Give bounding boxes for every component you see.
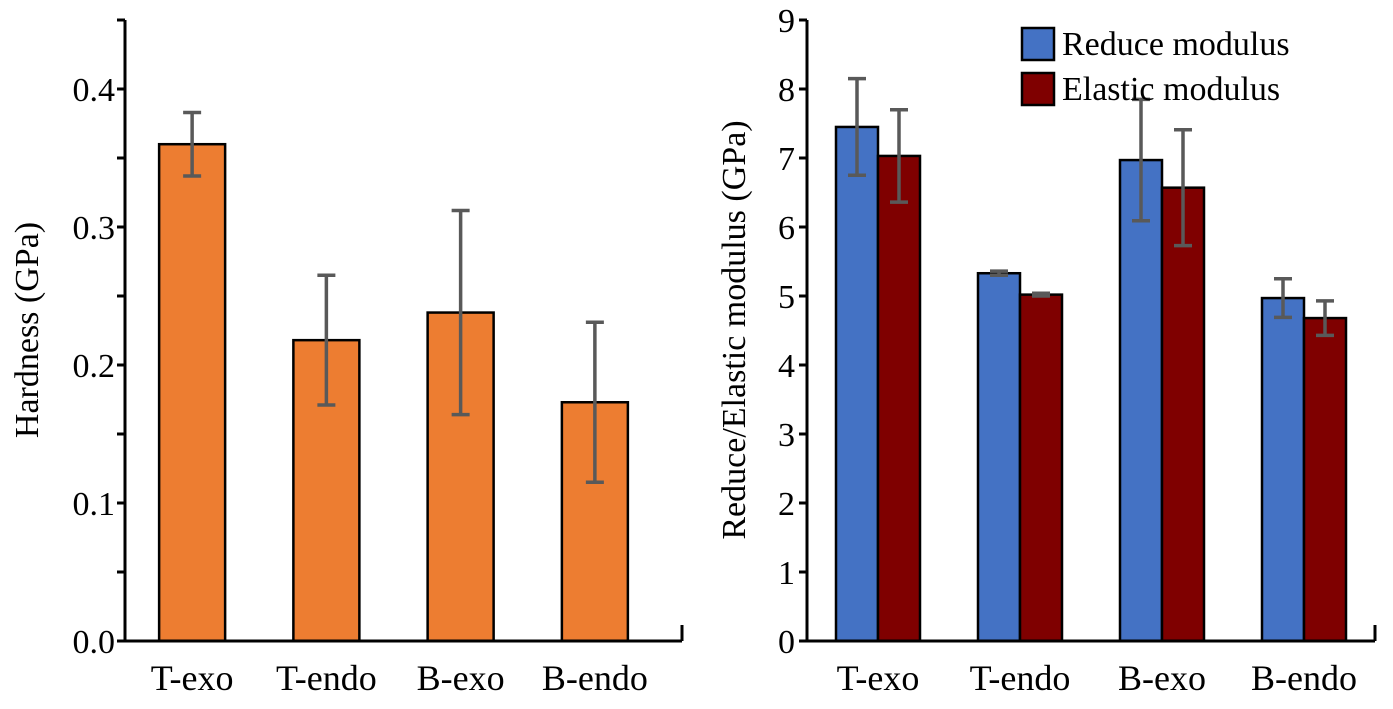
x-tick-label: B-endo (542, 658, 648, 698)
legend-label: Reduce modulus (1062, 26, 1290, 63)
y-tick-label: 8 (778, 72, 795, 109)
y-tick-label: 5 (778, 279, 795, 316)
bar-elastic-modulus-b-endo (1302, 316, 1348, 643)
bar-elastic-modulus-t-endo (1018, 293, 1064, 643)
x-tick-label: T-exo (151, 658, 234, 698)
x-tick-label: B-exo (1118, 658, 1206, 698)
x-tick-label: T-endo (970, 658, 1071, 698)
y-axis-label: Hardness (GPa) (9, 222, 46, 438)
bar-reduce-modulus-t-exo (834, 125, 880, 643)
x-tick-label: T-exo (837, 658, 920, 698)
y-tick-label: 1 (778, 555, 795, 592)
x-tick-label: B-exo (417, 658, 505, 698)
y-tick-label: 0.1 (73, 486, 116, 523)
y-tick-label: 7 (778, 141, 795, 178)
hardness-chart: T-exo T-endo B-exo B-endo 0.0 0.1 0.2 0.3 0.4 Har… (9, 18, 684, 698)
y-tick-label: 2 (778, 486, 795, 523)
y-tick-label: 4 (778, 348, 795, 385)
bar-reduce-modulus-b-exo (1118, 158, 1164, 643)
x-tick-label: B-endo (1251, 658, 1357, 698)
bar-t-exo (157, 142, 227, 643)
y-tick-label: 0.0 (73, 624, 116, 661)
bar-reduce-modulus-b-endo (1260, 296, 1306, 643)
y-tick-label: 0 (778, 624, 795, 661)
y-tick-label: 0.4 (73, 72, 116, 109)
modulus-chart: T-exo T-endo B-exo B-endo 0 1 2 3 4 5 6 7 8 9 Reduce/E… (716, 3, 1377, 698)
y-tick-label: 6 (778, 210, 795, 247)
legend-swatch (1020, 71, 1056, 107)
y-tick-label: 0.2 (73, 348, 116, 385)
y-axis-label: Reduce/Elastic modulus (GPa) (716, 120, 753, 539)
bar-reduce-modulus-t-endo (976, 271, 1022, 643)
y-tick-label: 0.3 (73, 210, 116, 247)
y-tick-label: 9 (778, 3, 795, 40)
bar-elastic-modulus-t-exo (876, 154, 922, 643)
legend-swatch (1020, 26, 1056, 62)
x-tick-label: T-endo (276, 658, 377, 698)
y-tick-label: 3 (778, 417, 795, 454)
bar-elastic-modulus-b-exo (1160, 186, 1206, 643)
legend-label: Elastic modulus (1062, 71, 1280, 108)
